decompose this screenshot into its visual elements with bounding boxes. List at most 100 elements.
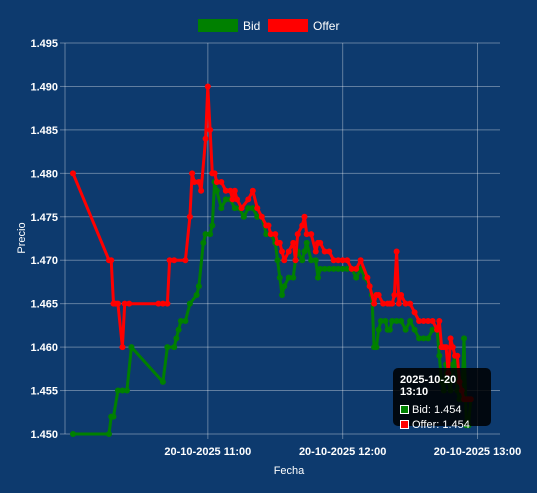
data-point-offer[interactable] bbox=[391, 291, 398, 298]
data-point-bid[interactable] bbox=[330, 265, 337, 272]
data-point-offer[interactable] bbox=[364, 274, 371, 281]
data-point-offer[interactable] bbox=[454, 352, 461, 359]
data-point-bid[interactable] bbox=[110, 413, 117, 420]
data-point-offer[interactable] bbox=[198, 187, 205, 194]
data-point-offer[interactable] bbox=[344, 257, 351, 264]
data-point-offer[interactable] bbox=[395, 300, 402, 307]
data-point-offer[interactable] bbox=[312, 248, 319, 255]
data-point-offer[interactable] bbox=[119, 344, 126, 351]
data-point-offer[interactable] bbox=[436, 318, 443, 325]
data-point-offer[interactable] bbox=[281, 257, 288, 264]
data-point-bid[interactable] bbox=[175, 326, 182, 333]
data-point-offer[interactable] bbox=[357, 257, 364, 264]
data-point-offer[interactable] bbox=[294, 231, 301, 238]
data-point-offer[interactable] bbox=[272, 231, 279, 238]
data-point-bid[interactable] bbox=[164, 344, 171, 351]
data-point-offer[interactable] bbox=[234, 196, 241, 203]
data-point-offer[interactable] bbox=[121, 300, 128, 307]
data-point-bid[interactable] bbox=[240, 213, 247, 220]
data-point-bid[interactable] bbox=[285, 274, 292, 281]
data-point-offer[interactable] bbox=[407, 300, 414, 307]
data-point-bid[interactable] bbox=[249, 205, 256, 212]
data-point-offer[interactable] bbox=[213, 179, 220, 186]
data-point-bid[interactable] bbox=[70, 431, 76, 437]
data-point-offer[interactable] bbox=[218, 179, 225, 186]
data-point-offer[interactable] bbox=[339, 257, 346, 264]
data-point-offer[interactable] bbox=[108, 257, 115, 264]
data-point-bid[interactable] bbox=[425, 335, 432, 342]
data-point-offer[interactable] bbox=[155, 300, 162, 307]
data-point-offer[interactable] bbox=[398, 291, 405, 298]
data-point-offer[interactable] bbox=[447, 335, 454, 342]
data-point-offer[interactable] bbox=[231, 187, 238, 194]
data-point-offer[interactable] bbox=[308, 231, 315, 238]
legend-swatch-bid[interactable] bbox=[198, 19, 238, 32]
data-point-bid[interactable] bbox=[398, 318, 405, 325]
data-point-bid[interactable] bbox=[105, 431, 112, 437]
data-point-offer[interactable] bbox=[171, 257, 178, 264]
legend-swatch-offer[interactable] bbox=[268, 19, 308, 32]
data-point-bid[interactable] bbox=[436, 352, 443, 359]
data-point-bid[interactable] bbox=[335, 265, 342, 272]
data-point-offer[interactable] bbox=[207, 126, 214, 133]
data-point-bid[interactable] bbox=[353, 274, 360, 281]
data-point-offer[interactable] bbox=[279, 248, 286, 255]
data-point-offer[interactable] bbox=[301, 213, 308, 220]
data-point-offer[interactable] bbox=[402, 300, 409, 307]
data-point-bid[interactable] bbox=[119, 387, 126, 394]
data-point-bid[interactable] bbox=[218, 205, 225, 212]
data-point-offer[interactable] bbox=[290, 239, 297, 246]
data-point-offer[interactable] bbox=[317, 239, 324, 246]
data-point-bid[interactable] bbox=[213, 187, 220, 194]
data-point-offer[interactable] bbox=[375, 291, 382, 298]
data-point-bid[interactable] bbox=[449, 361, 456, 368]
data-point-bid[interactable] bbox=[317, 265, 324, 272]
data-point-bid[interactable] bbox=[308, 257, 315, 264]
data-point-bid[interactable] bbox=[123, 387, 130, 394]
data-point-offer[interactable] bbox=[285, 248, 292, 255]
data-point-bid[interactable] bbox=[299, 257, 306, 264]
data-point-bid[interactable] bbox=[290, 274, 297, 281]
data-point-offer[interactable] bbox=[335, 257, 342, 264]
data-point-offer[interactable] bbox=[166, 257, 173, 264]
data-point-bid[interactable] bbox=[159, 378, 166, 385]
legend-label-offer[interactable]: Offer bbox=[313, 19, 339, 33]
data-point-offer[interactable] bbox=[292, 257, 299, 264]
data-point-bid[interactable] bbox=[407, 318, 414, 325]
data-point-bid[interactable] bbox=[386, 326, 393, 333]
data-point-bid[interactable] bbox=[377, 318, 384, 325]
data-point-bid[interactable] bbox=[254, 213, 261, 220]
data-point-offer[interactable] bbox=[299, 222, 306, 229]
data-point-bid[interactable] bbox=[382, 318, 389, 325]
data-point-bid[interactable] bbox=[321, 265, 328, 272]
data-point-bid[interactable] bbox=[301, 248, 308, 255]
data-point-offer[interactable] bbox=[429, 318, 436, 325]
data-point-offer[interactable] bbox=[371, 300, 378, 307]
data-point-offer[interactable] bbox=[443, 344, 450, 351]
data-point-bid[interactable] bbox=[344, 265, 351, 272]
legend-label-bid[interactable]: Bid bbox=[243, 19, 260, 33]
data-point-offer[interactable] bbox=[164, 300, 171, 307]
data-point-bid[interactable] bbox=[193, 291, 200, 298]
data-point-offer[interactable] bbox=[126, 300, 133, 307]
data-point-offer[interactable] bbox=[204, 83, 211, 90]
data-point-offer[interactable] bbox=[265, 222, 272, 229]
data-point-bid[interactable] bbox=[402, 326, 409, 333]
data-point-offer[interactable] bbox=[238, 205, 245, 212]
data-point-offer[interactable] bbox=[258, 213, 265, 220]
data-point-offer[interactable] bbox=[186, 213, 193, 220]
data-point-bid[interactable] bbox=[209, 222, 216, 229]
data-point-offer[interactable] bbox=[330, 257, 337, 264]
data-point-bid[interactable] bbox=[314, 274, 321, 281]
data-point-offer[interactable] bbox=[434, 326, 441, 333]
data-point-bid[interactable] bbox=[182, 318, 189, 325]
data-point-bid[interactable] bbox=[186, 300, 193, 307]
data-point-bid[interactable] bbox=[171, 344, 178, 351]
data-point-bid[interactable] bbox=[326, 265, 333, 272]
data-point-bid[interactable] bbox=[420, 335, 427, 342]
data-point-bid[interactable] bbox=[177, 318, 184, 325]
data-point-bid[interactable] bbox=[200, 239, 207, 246]
data-point-bid[interactable] bbox=[389, 318, 396, 325]
data-point-offer[interactable] bbox=[211, 170, 218, 177]
data-point-bid[interactable] bbox=[461, 335, 468, 342]
